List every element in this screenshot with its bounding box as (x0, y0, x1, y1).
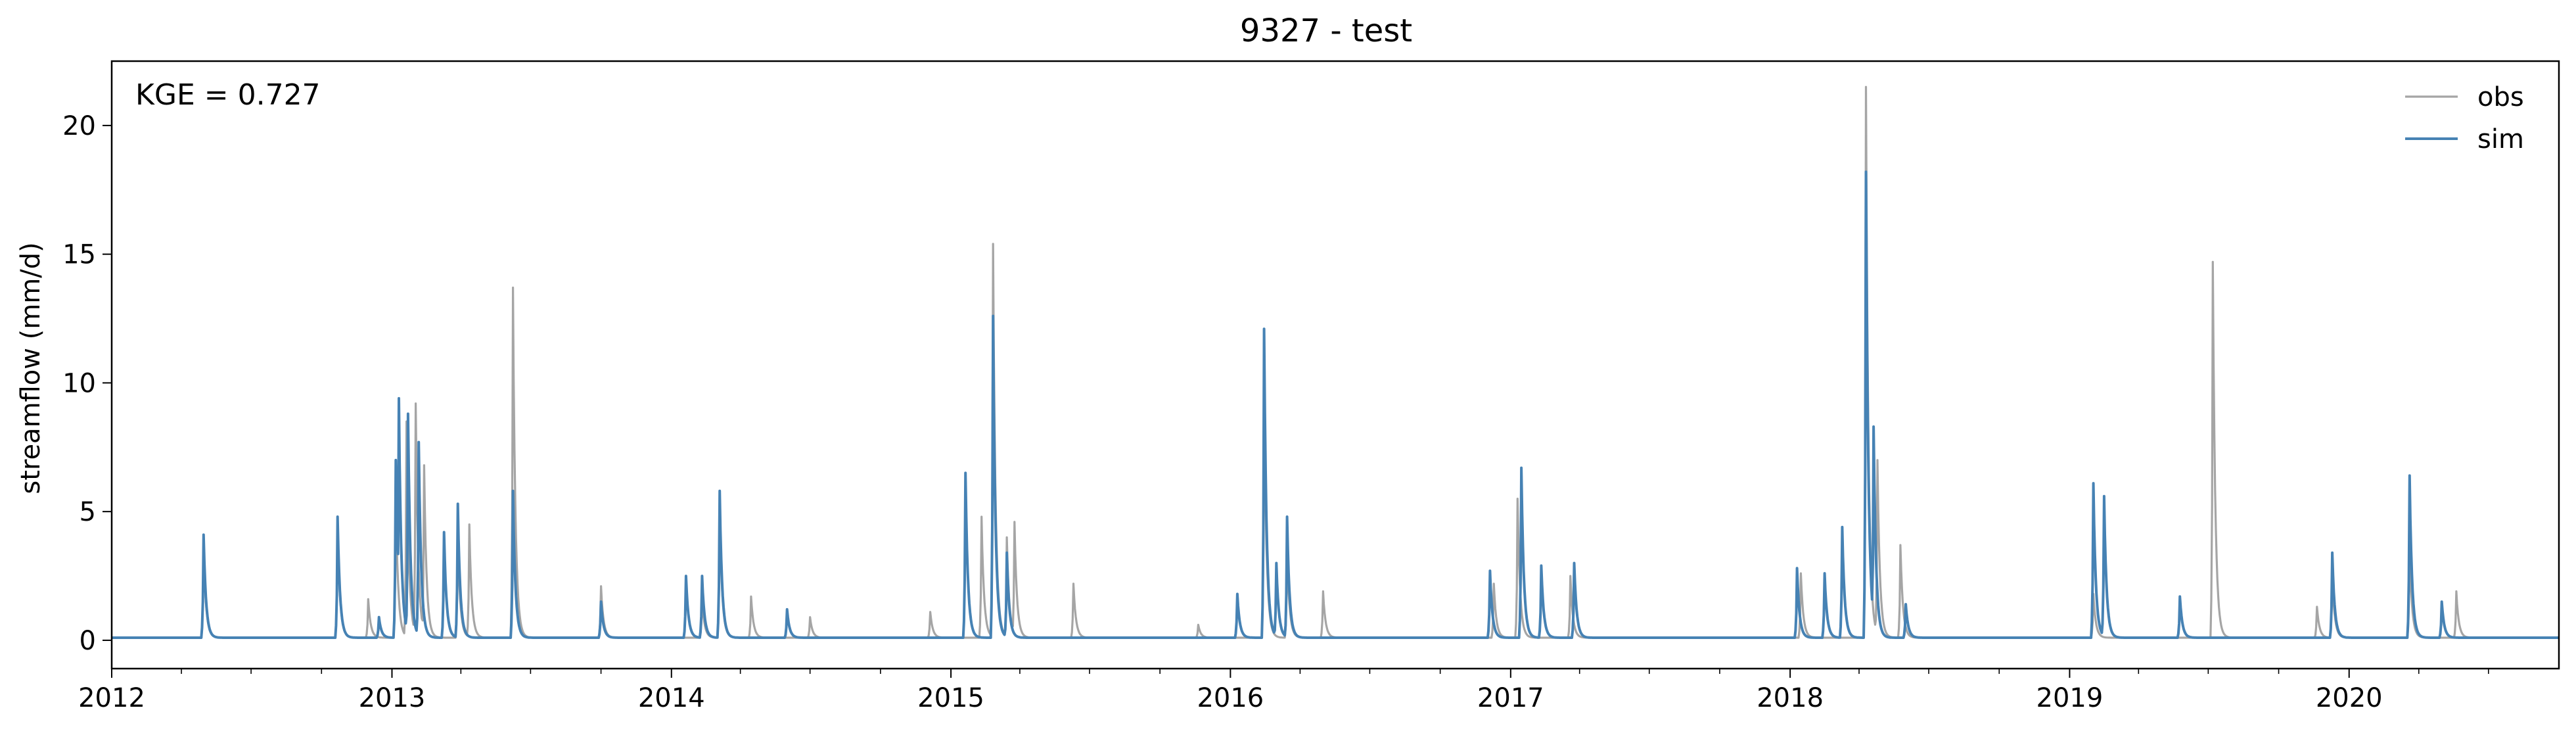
y-tick-label: 0 (80, 626, 96, 656)
x-tick-label: 2016 (1197, 683, 1264, 713)
x-tick-label: 2019 (2036, 683, 2104, 713)
legend-label-sim: sim (2477, 124, 2524, 154)
series-layer (112, 85, 2559, 639)
x-tick-label: 2018 (1757, 683, 1824, 713)
axes-layer: 2012 2013 2014 2015 2016 2017 2018 2019 20200510… (62, 60, 2560, 713)
legend-label-obs: obs (2477, 82, 2524, 112)
chart-title: 9327 - test (1240, 12, 1412, 49)
x-tick-label: 2020 (2316, 683, 2383, 713)
y-axis-label: streamflow (mm/d) (16, 242, 46, 494)
x-tick-label: 2013 (359, 683, 426, 713)
x-tick-label: 2012 (78, 683, 145, 713)
y-tick-label: 15 (62, 240, 96, 270)
x-tick-label: 2015 (917, 683, 984, 713)
plot-frame (110, 60, 2560, 670)
x-tick-label: 2014 (638, 683, 705, 713)
legend: obs sim (2405, 82, 2524, 154)
kge-annotation: KGE = 0.727 (135, 78, 321, 112)
x-tick-label: 2017 (1477, 683, 1544, 713)
series-line-obs (112, 85, 2559, 639)
y-tick-label: 10 (62, 368, 96, 398)
y-tick-label: 20 (62, 111, 96, 141)
y-tick-label: 5 (80, 497, 96, 527)
series-line-sim (112, 170, 2559, 639)
